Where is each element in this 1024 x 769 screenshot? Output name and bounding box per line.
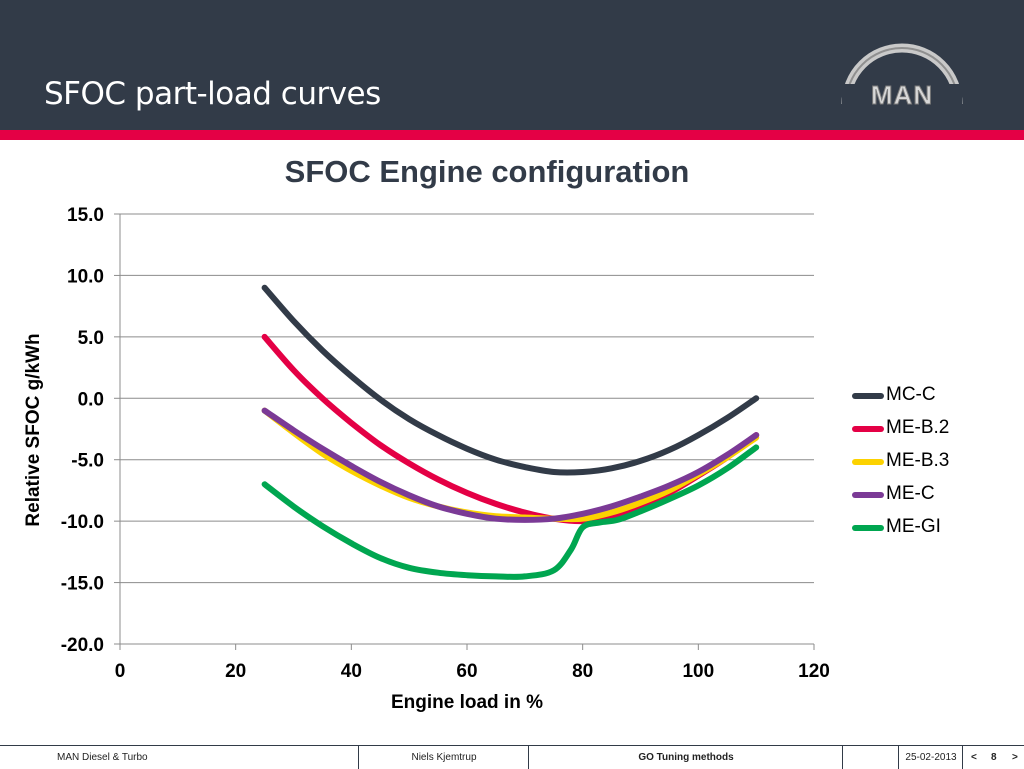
x-tick-label: 20 <box>225 661 246 682</box>
x-tick-label: 60 <box>456 661 477 682</box>
legend-swatch <box>852 393 884 399</box>
prev-page-button[interactable]: < <box>971 752 977 763</box>
series-lines <box>261 284 760 580</box>
x-tick-label: 120 <box>798 661 830 682</box>
x-tick-label: 100 <box>682 661 714 682</box>
footer-empty-cell <box>842 746 899 769</box>
x-tick-label: 0 <box>115 661 126 682</box>
logo-text: MAN <box>871 80 933 110</box>
footer: MAN Diesel & Turbo Niels Kjemtrup GO Tun… <box>0 745 1024 769</box>
y-tick-label: 5.0 <box>78 328 104 349</box>
next-page-button[interactable]: > <box>1012 752 1018 763</box>
y-tick-label: 0.0 <box>78 389 104 410</box>
y-tick-label: -20.0 <box>61 635 104 656</box>
legend-label: ME-GI <box>886 516 941 537</box>
footer-date-cell: 25-02-2013 <box>898 746 963 769</box>
accent-strip <box>0 130 1024 140</box>
x-axis-label: Engine load in % <box>391 692 543 713</box>
footer-presentation: GO Tuning methods <box>638 752 734 763</box>
header-bar: SFOC part-load curves MAN <box>0 0 1024 130</box>
y-tick-label: -15.0 <box>61 574 104 595</box>
series-line-me-c <box>261 407 760 523</box>
legend-swatch <box>852 459 884 465</box>
footer-author: Niels Kjemtrup <box>411 752 477 763</box>
legend-swatch <box>852 426 884 432</box>
legend-label: MC-C <box>886 384 936 405</box>
y-tick-label: -10.0 <box>61 512 104 533</box>
y-tick-label: 15.0 <box>67 205 104 226</box>
y-tick-label: 10.0 <box>67 266 104 287</box>
footer-pager: < 8 > <box>962 746 1024 769</box>
legend-swatch <box>852 525 884 531</box>
footer-company: MAN Diesel & Turbo <box>57 752 148 763</box>
footer-company-cell: MAN Diesel & Turbo <box>0 746 358 769</box>
series-line-mc-c <box>261 284 760 476</box>
y-tick-label: -5.0 <box>71 451 104 472</box>
footer-presentation-cell: GO Tuning methods <box>528 746 843 769</box>
grid-lines <box>114 213 815 650</box>
x-tick-label: 40 <box>341 661 362 682</box>
y-axis-label: Relative SFOC g/kWh <box>23 333 44 526</box>
legend-label: ME-B.2 <box>886 417 950 438</box>
y-axis-ticks: 15.0 10.0 5.0 0.0 -5.0 -10.0 -15.0 -20.0 <box>61 205 104 656</box>
x-axis-ticks: 0 20 40 60 80 100 120 <box>115 661 830 682</box>
slide-title: SFOC part-load curves <box>44 76 381 112</box>
series-line-me-gi <box>261 444 760 580</box>
sfoc-chart: 15.0 10.0 5.0 0.0 -5.0 -10.0 -15.0 -20.0 0 20 40 6… <box>23 205 830 713</box>
page-number: 8 <box>991 752 997 763</box>
x-tick-label: 80 <box>572 661 593 682</box>
footer-author-cell: Niels Kjemtrup <box>358 746 529 769</box>
footer-date: 25-02-2013 <box>905 752 957 763</box>
man-logo: MAN <box>841 43 963 110</box>
chart-title: SFOC Engine configuration <box>284 154 690 189</box>
legend-swatch <box>852 492 884 498</box>
legend-label: ME-B.3 <box>886 450 950 471</box>
legend-label: ME-C <box>886 483 935 504</box>
